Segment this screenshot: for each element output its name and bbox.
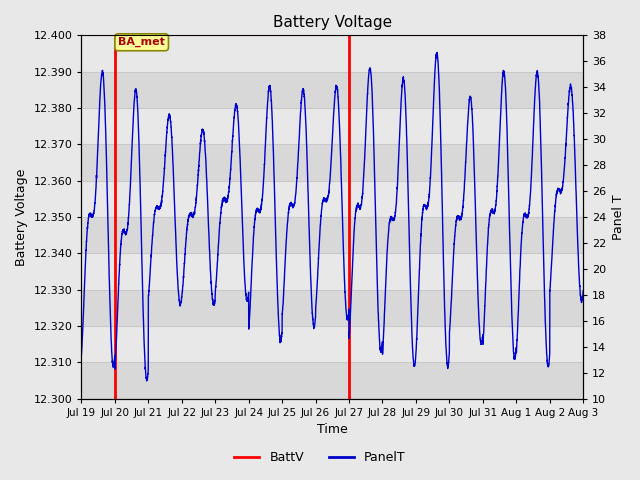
Y-axis label: Battery Voltage: Battery Voltage [15, 168, 28, 265]
Bar [81, 72, 583, 108]
Bar [81, 253, 583, 289]
Text: BA_met: BA_met [118, 37, 165, 48]
Bar [81, 362, 583, 398]
Bar [81, 289, 583, 326]
Bar [81, 108, 583, 144]
Title: Battery Voltage: Battery Voltage [273, 15, 392, 30]
Bar [81, 217, 583, 253]
Bar [81, 180, 583, 217]
Bar [81, 36, 583, 72]
Bar [81, 326, 583, 362]
Legend: BattV, PanelT: BattV, PanelT [229, 446, 411, 469]
Y-axis label: Panel T: Panel T [612, 194, 625, 240]
X-axis label: Time: Time [317, 423, 348, 436]
Bar [81, 144, 583, 180]
